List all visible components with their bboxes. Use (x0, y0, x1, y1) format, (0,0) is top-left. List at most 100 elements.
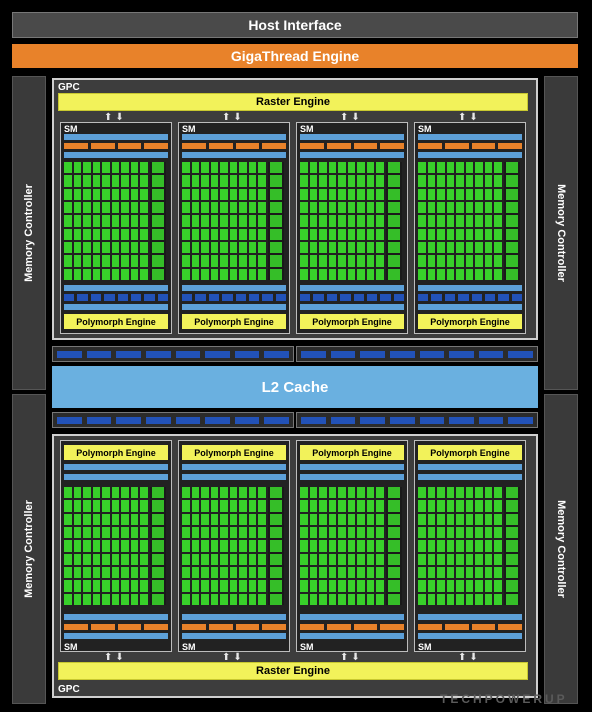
gpc-bottom-label: GPC (58, 684, 80, 695)
cuda-core (248, 553, 257, 565)
cuda-core (475, 487, 483, 499)
cuda-core (220, 241, 228, 254)
cuda-core (248, 162, 257, 174)
cuda-core (446, 175, 455, 187)
cuda-core (446, 241, 455, 254)
cuda-core (83, 175, 91, 187)
cuda-core (182, 241, 190, 254)
cuda-core (494, 162, 502, 174)
cuda-core (140, 215, 148, 227)
cuda-core (248, 255, 257, 267)
host-interface: Host Interface (12, 12, 578, 38)
cuda-core (191, 487, 200, 499)
register-file (418, 614, 522, 620)
cuda-core (328, 593, 337, 605)
cuda-core (229, 553, 238, 565)
cuda-core (300, 553, 308, 565)
cuda-core (475, 526, 483, 539)
cuda-core (357, 201, 365, 214)
sm-label: SM (418, 124, 432, 134)
cuda-core (83, 215, 91, 227)
cuda-core (248, 566, 257, 579)
cuda-core (300, 487, 308, 499)
cuda-core (300, 540, 308, 552)
cuda-core (239, 268, 247, 280)
cuda-core (102, 255, 110, 267)
cuda-core (427, 566, 436, 579)
cuda-core (347, 526, 356, 539)
cuda-core (418, 500, 426, 512)
cuda-core (347, 513, 356, 525)
cuda-core (456, 255, 464, 267)
cuda-core (140, 580, 148, 592)
cuda-core (347, 255, 356, 267)
cuda-core (366, 513, 375, 525)
polymorph-engine-label: Polymorph Engine (76, 316, 156, 327)
cuda-core (300, 268, 308, 280)
sm-label: SM (300, 642, 314, 652)
cuda-core (319, 580, 327, 592)
texture-unit-row (418, 294, 522, 301)
cuda-core (210, 162, 219, 174)
cuda-core (220, 162, 228, 174)
cuda-core (111, 201, 120, 214)
cuda-core (201, 553, 209, 565)
cuda-core (83, 500, 91, 512)
cuda-core (475, 228, 483, 240)
cuda-core (437, 215, 445, 227)
sm-label: SM (64, 642, 78, 652)
cuda-core (309, 268, 318, 280)
register-file (418, 152, 522, 158)
cuda-core (140, 540, 148, 552)
cuda-core (427, 500, 436, 512)
interconnect (418, 285, 522, 291)
cuda-core (319, 215, 327, 227)
register-file (182, 614, 286, 620)
cuda-core (338, 215, 346, 227)
cuda-core (494, 526, 502, 539)
cuda-core (248, 526, 257, 539)
cuda-core (465, 268, 474, 280)
texture-unit-row (300, 294, 404, 301)
gpc-top-label: GPC (58, 82, 80, 93)
polymorph-engine-label: Polymorph Engine (430, 316, 510, 327)
cuda-core (366, 593, 375, 605)
cuda-core (484, 241, 493, 254)
cache-bus-top-left (52, 346, 294, 362)
cuda-core (248, 513, 257, 525)
cuda-core (83, 201, 91, 214)
cuda-core (210, 553, 219, 565)
cuda-core (494, 540, 502, 552)
cuda-core (83, 487, 91, 499)
cuda-core (338, 540, 346, 552)
cuda-core (427, 593, 436, 605)
cuda-core (102, 580, 110, 592)
cuda-core (102, 175, 110, 187)
cuda-core (239, 526, 247, 539)
cuda-core (338, 580, 346, 592)
cuda-core (130, 487, 139, 499)
cuda-core (121, 228, 129, 240)
cuda-core (338, 162, 346, 174)
cuda-core (229, 593, 238, 605)
cuda-core (437, 188, 445, 200)
interconnect (300, 474, 404, 480)
cuda-core (357, 526, 365, 539)
cuda-core (427, 513, 436, 525)
cuda-core (456, 268, 464, 280)
cuda-core (102, 553, 110, 565)
cuda-core-array (300, 162, 384, 280)
cuda-core (446, 201, 455, 214)
cuda-core (102, 162, 110, 174)
cuda-core (83, 526, 91, 539)
cuda-core (418, 580, 426, 592)
ld-st-units (150, 487, 166, 605)
instruction-cache (64, 134, 168, 140)
cuda-core (201, 201, 209, 214)
cuda-core (210, 540, 219, 552)
cuda-core (73, 241, 82, 254)
cuda-core (319, 241, 327, 254)
cuda-core-array (64, 487, 148, 605)
cuda-core (83, 241, 91, 254)
polymorph-engine-label: Polymorph Engine (76, 447, 156, 458)
